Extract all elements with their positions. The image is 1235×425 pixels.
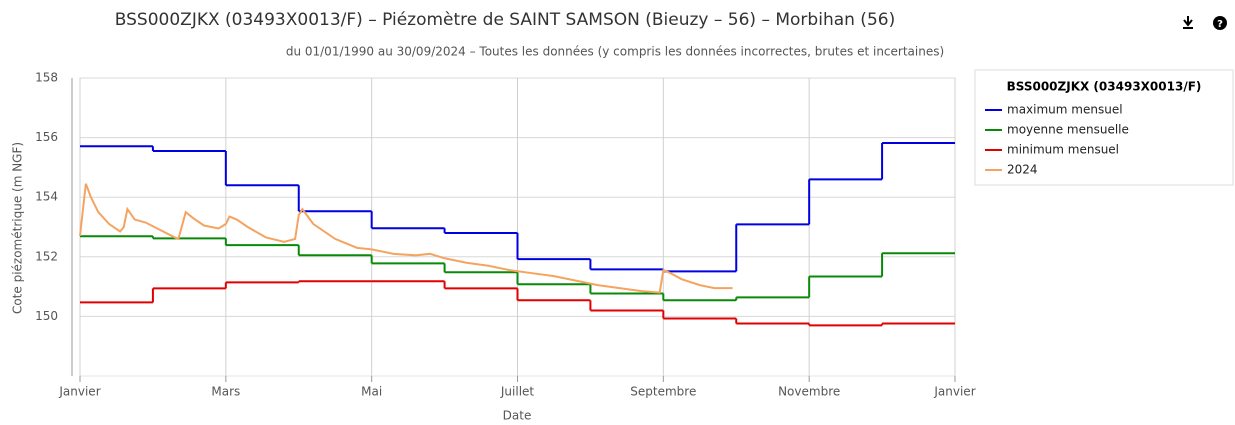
legend-label: moyenne mensuelle — [1007, 123, 1129, 137]
svg-text:?: ? — [1217, 19, 1223, 30]
x-tick-label: Juillet — [500, 385, 535, 399]
x-axis-label: Date — [503, 409, 532, 423]
x-tick-label: Mai — [361, 385, 382, 399]
x-tick-label: Septembre — [630, 385, 696, 399]
y-tick-label: 158 — [35, 71, 58, 85]
y-tick-label: 156 — [35, 130, 58, 144]
y-axis-label: Cote piézométrique (m NGF) — [11, 142, 25, 314]
legend-box — [974, 69, 1234, 186]
legend-label: minimum mensuel — [1007, 143, 1119, 157]
y-tick-label: 152 — [35, 249, 58, 263]
chart-subtitle: du 01/01/1990 au 30/09/2024 – Toutes les… — [286, 45, 944, 59]
legend-label: maximum mensuel — [1007, 103, 1123, 117]
legend-title: BSS000ZJKX (03493X0013/F) — [1007, 80, 1202, 94]
y-tick-label: 150 — [35, 309, 58, 323]
step-line — [80, 235, 955, 302]
series-line — [79, 183, 733, 294]
y-tick-label: 154 — [35, 190, 58, 204]
step-line — [80, 280, 955, 327]
x-tick-label: Janvier — [933, 385, 975, 399]
legend-label: 2024 — [1007, 163, 1038, 177]
x-tick-label: Novembre — [778, 385, 840, 399]
download-icon[interactable] — [1183, 16, 1193, 29]
x-tick-label: Janvier — [58, 385, 100, 399]
help-icon[interactable]: ? — [1213, 16, 1227, 30]
chart-title: BSS000ZJKX (03493X0013/F) – Piézomètre d… — [115, 10, 895, 30]
x-tick-label: Mars — [211, 385, 240, 399]
step-line — [80, 141, 955, 273]
